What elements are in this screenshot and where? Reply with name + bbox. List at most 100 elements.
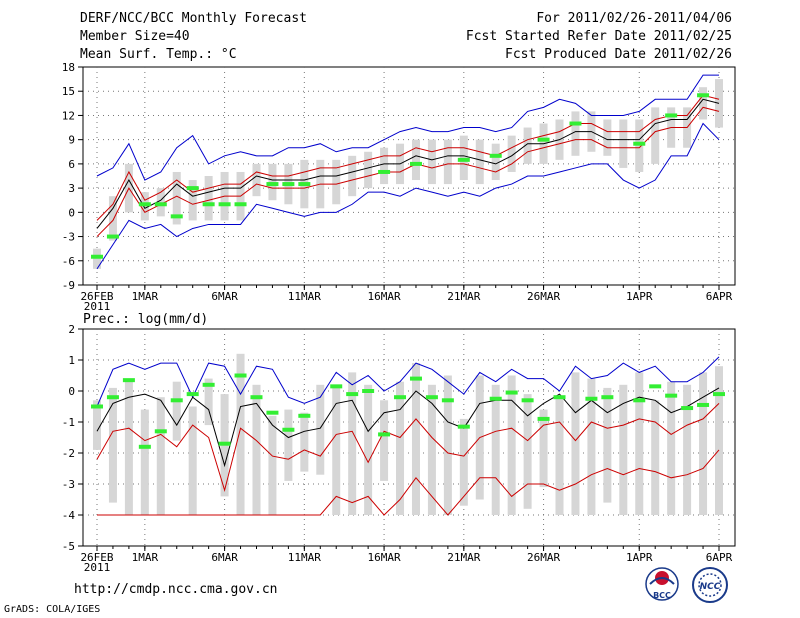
temp-range-box [523, 127, 532, 164]
prec-observation-mark [122, 378, 135, 383]
prec-observation-mark [346, 392, 359, 397]
prec-observation-mark [681, 406, 694, 411]
prec-observation-mark [106, 395, 119, 400]
temp-range-box [348, 155, 357, 197]
temp-observation-mark [106, 234, 119, 239]
prec-chart-title: Prec.: log(mm/d) [83, 312, 208, 327]
temp-range-box [188, 180, 197, 221]
prec-range-box [603, 387, 612, 503]
prec-observation-mark [601, 395, 614, 400]
temp-range-box [380, 147, 389, 185]
bcc-logo-text: BCC [653, 591, 671, 600]
prec-xtick-label: 16MAR [368, 551, 401, 564]
temp-range-box [332, 159, 341, 205]
prec-range-box [332, 387, 341, 515]
temp-range-box [619, 119, 628, 168]
temp-range-box [603, 119, 612, 156]
temp-range-box [364, 151, 373, 189]
prec-observation-mark [218, 441, 231, 446]
prec-observation-mark [298, 413, 311, 418]
header-produced-date: Fcst Produced Date 2011/02/26 [505, 47, 732, 62]
prec-ytick-label: -2 [62, 447, 75, 460]
prec-observation-mark [250, 395, 263, 400]
temp-range-box [140, 192, 149, 221]
prec-range-box [683, 384, 692, 515]
prec-range-box [539, 409, 548, 488]
temp-ytick-label: 3 [68, 182, 75, 195]
prec-observation-mark [186, 392, 199, 397]
temp-observation-mark [409, 161, 422, 166]
temp-ytick-label: 0 [68, 206, 75, 219]
prec-range-box [364, 384, 373, 515]
prec-ytick-label: -1 [62, 416, 75, 429]
prec-observation-mark [505, 390, 518, 395]
header-title: DERF/NCC/BCC Monthly Forecast [80, 11, 307, 26]
temp-range-box [204, 176, 213, 221]
temp-observation-mark [489, 153, 502, 158]
temp-xtick-label: 1APR [626, 290, 653, 303]
prec-ytick-label: -3 [62, 478, 75, 491]
temp-observation-mark [537, 137, 550, 142]
ncc-logo-text: NCC [700, 582, 721, 592]
temp-range-box [443, 139, 452, 185]
prec-range-box [124, 381, 133, 515]
temp-observation-mark [218, 202, 231, 207]
prec-range-box [236, 353, 245, 515]
prec-observation-mark [362, 389, 375, 393]
prec-observation-mark [138, 444, 151, 449]
temp-observation-mark [234, 202, 247, 207]
prec-range-box [396, 381, 405, 515]
prec-observation-mark [170, 398, 183, 403]
prec-series-ensemble-max [96, 356, 720, 407]
temp-observation-mark [665, 113, 678, 118]
temp-range-box [156, 188, 165, 217]
prec-range-box [635, 372, 644, 515]
temp-range-box [635, 119, 644, 172]
temp-xtick-label: 6APR [706, 290, 733, 303]
prec-ytick-label: -4 [62, 509, 76, 522]
prec-observation-mark [585, 396, 598, 401]
prec-observation-mark [234, 373, 247, 378]
prec-observation-mark [489, 396, 502, 401]
prec-range-box [188, 406, 197, 515]
temp-observation-mark [266, 182, 279, 187]
prec-range-box [571, 372, 580, 515]
temp-range-box [459, 135, 468, 181]
temp-ytick-label: 9 [68, 134, 75, 147]
temp-range-box [268, 163, 277, 201]
prec-range-box [587, 378, 596, 515]
prec-observation-mark [713, 392, 725, 397]
ncc-logo-inner-ring [698, 573, 722, 597]
temp-range-box [108, 196, 117, 241]
footer-url[interactable]: http://cmdp.ncc.cma.gov.cn [74, 582, 278, 597]
prec-range-box [172, 381, 181, 441]
temp-range-box [475, 139, 484, 185]
prec-xtick-label: 1APR [626, 551, 653, 564]
prec-series-ensemble-mean [96, 387, 720, 468]
prec-range-box [523, 394, 532, 509]
header-member-size: Member Size=40 [80, 29, 190, 44]
prec-ytick-label: -5 [62, 540, 75, 553]
temp-ytick-label: -6 [62, 255, 75, 268]
header-start-date: Fcst Started Refer Date 2011/02/25 [465, 29, 732, 44]
temp-observation-mark [282, 182, 295, 187]
temp-ytick-label: 15 [62, 85, 75, 98]
temp-range-box [491, 143, 500, 181]
prec-range-box [427, 384, 436, 515]
prec-xtick-label: 1MAR [132, 551, 159, 564]
temp-ytick-label: 6 [68, 158, 75, 171]
temp-observation-mark [697, 93, 710, 98]
temp-range-box [699, 87, 708, 120]
prec-observation-mark [457, 424, 470, 429]
prec-range-box [93, 400, 101, 450]
temp-xtick-label: 6MAR [211, 290, 238, 303]
prec-observation-mark [282, 427, 295, 432]
temp-observation-mark [298, 182, 311, 187]
temp-observation-mark [378, 169, 391, 174]
temp-range-box [651, 107, 660, 164]
prec-range-box [156, 397, 165, 515]
prec-observation-mark [441, 398, 454, 403]
prec-range-box [284, 409, 293, 481]
